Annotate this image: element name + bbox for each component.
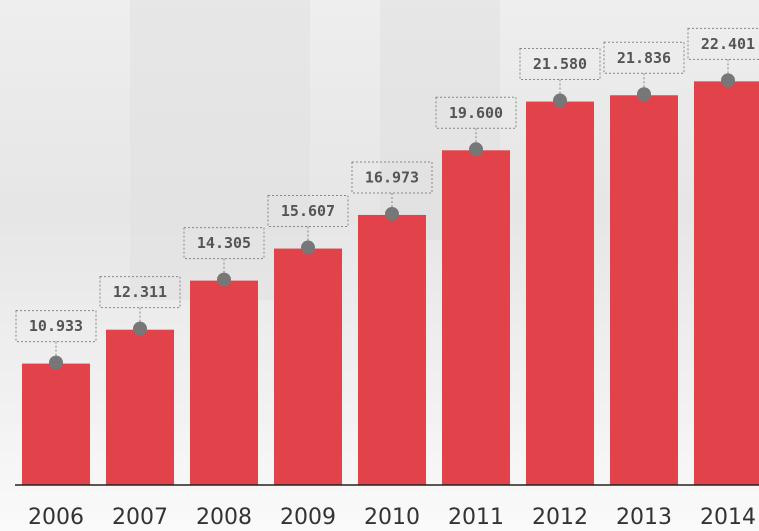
data-point (217, 272, 231, 287)
bar (610, 95, 678, 485)
bar (526, 101, 594, 485)
x-tick-label: 2009 (280, 505, 336, 530)
data-point (49, 355, 63, 370)
bar (694, 81, 759, 486)
data-point (301, 240, 315, 255)
bar (106, 329, 174, 485)
label-box (603, 41, 685, 74)
data-point (637, 87, 651, 102)
value-label: 22.401 (701, 35, 755, 53)
bar (358, 214, 426, 486)
data-point (721, 73, 735, 88)
label-box (99, 276, 181, 309)
label-box (15, 310, 97, 343)
x-tick-label: 2013 (616, 505, 672, 530)
value-label: 14.305 (197, 234, 251, 252)
x-tick-label: 2008 (196, 505, 252, 530)
bar (22, 363, 90, 485)
x-tick-label: 2007 (112, 505, 168, 530)
value-label: 10.933 (29, 317, 83, 335)
label-box (351, 161, 433, 194)
data-point (133, 321, 147, 336)
data-point (553, 93, 567, 108)
bar (190, 280, 258, 485)
data-point (385, 206, 399, 221)
data-point (469, 142, 483, 157)
x-tick-label: 2010 (364, 505, 420, 530)
label-box (435, 96, 517, 129)
value-label: 15.607 (281, 202, 335, 220)
label-box (183, 227, 265, 260)
bar (274, 248, 342, 485)
x-tick-label: 2012 (532, 505, 588, 530)
x-tick-label: 2011 (448, 505, 504, 530)
value-label: 19.600 (449, 104, 503, 122)
value-label: 12.311 (113, 283, 167, 301)
label-box (687, 27, 759, 60)
value-label: 16.973 (365, 168, 419, 186)
label-box (267, 195, 349, 228)
label-box (519, 48, 601, 81)
x-tick-label: 2006 (28, 505, 84, 530)
bar (442, 150, 510, 486)
value-label: 21.580 (533, 55, 587, 73)
x-tick-label: 2014 (700, 505, 756, 530)
value-label: 21.836 (617, 49, 671, 67)
